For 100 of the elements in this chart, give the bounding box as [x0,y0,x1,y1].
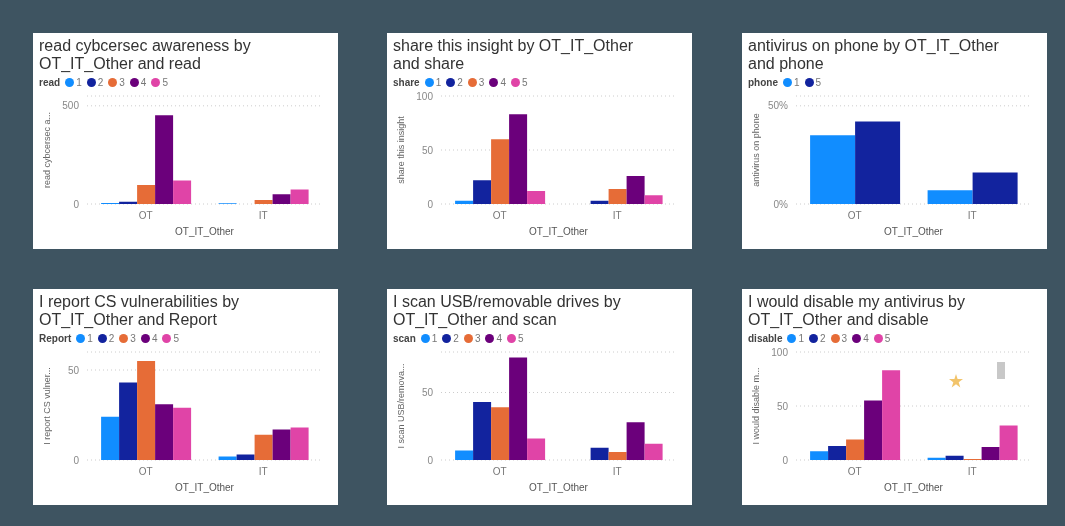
y-tick-label: 0 [427,454,434,466]
bar [810,451,829,460]
legend-label: 3 [474,333,481,344]
bar [527,438,546,460]
bar [236,454,255,460]
bar [855,121,901,204]
bar [290,427,309,460]
bar [608,188,627,204]
bar [509,357,528,460]
bar [972,172,1018,204]
bar [626,175,645,204]
x-tick-label: OT [492,466,507,478]
bar [828,445,847,460]
legend-label: 1 [435,77,442,88]
bar [290,189,309,204]
legend-label: 1 [76,77,82,88]
bar [272,429,291,460]
bar [173,407,192,460]
bar [254,434,273,460]
chart-title: I scan USB/removable drives by OT_IT_Other and scan [393,293,622,330]
legend-title: Report [39,333,72,344]
y-tick-label: 0 [782,454,789,466]
y-axis-title: antivirus on phone [751,113,762,187]
bar [927,457,946,460]
legend-label: 3 [478,77,485,88]
legend-label: 2 [97,77,104,88]
legend-label: 1 [798,333,805,344]
legend-label: 5 [518,333,524,344]
legend-label: 2 [453,333,459,344]
legend-label: 5 [815,77,822,88]
legend-label: 4 [151,333,158,344]
legend-title: read [39,77,61,88]
bar [491,139,510,204]
chart-title: I would disable my antivirus by OT_IT_Other and disable [748,293,966,330]
y-axis-title: read cybcersec a... [42,111,53,189]
y-tick-label: 50% [767,100,789,112]
legend-label: 4 [863,333,869,344]
bar [945,455,964,460]
bar [527,191,546,204]
legend-label: 2 [820,333,826,344]
chart-title: share this insight by OT_IT_Other and share [393,37,635,74]
x-tick-label: OT [492,210,507,222]
y-tick-label: 50 [67,364,80,376]
bar [119,382,138,460]
bar [810,135,856,204]
y-tick-label: 0 [427,198,434,210]
y-tick-label: 100 [771,346,789,358]
y-tick-label: 500 [62,100,80,112]
y-axis-title: share this insight [396,115,407,184]
y-tick-label: 50 [421,387,434,399]
legend-label: 3 [119,77,125,88]
bar [590,200,609,204]
x-tick-label: IT [258,210,268,222]
bar [473,401,492,460]
legend-label: 1 [794,77,800,88]
x-tick-label: IT [258,466,268,478]
bar [272,194,291,204]
bar [455,200,474,204]
bar [455,450,474,460]
chart-title: antivirus on phone by OT_IT_Other and phone [748,37,1000,74]
legend-label: 2 [457,77,463,88]
y-axis-title: I report CS vulner... [42,367,53,445]
x-axis-title: OT_IT_Other [175,482,235,493]
bar [882,370,901,460]
bar [218,456,237,460]
x-tick-label: IT [612,466,622,478]
bar [137,361,156,460]
y-tick-label: 50 [421,144,434,156]
x-tick-label: OT [847,210,862,222]
x-axis-title: OT_IT_Other [529,482,589,493]
y-tick-label: 50 [776,400,789,412]
x-tick-label: IT [967,210,977,222]
x-axis-title: OT_IT_Other [175,226,235,237]
bar [137,184,156,204]
bar [644,195,663,204]
y-tick-label: 0% [773,198,789,210]
legend-label: 5 [884,333,891,344]
legend-label: 2 [108,333,115,344]
y-tick-label: 0 [73,454,80,466]
bar [101,416,120,460]
legend-label: 3 [130,333,136,344]
legend-title: share [393,77,420,88]
bar [608,451,627,460]
bar [155,115,174,204]
y-tick-label: 100 [416,90,434,102]
legend-label: 4 [140,77,147,88]
x-tick-label: OT [138,466,153,478]
bar [999,425,1018,460]
legend-label: 5 [521,77,528,88]
bar [644,443,663,460]
x-axis-title: OT_IT_Other [884,226,944,237]
bar [155,404,174,460]
bar [864,400,883,460]
legend-title: scan [393,333,416,344]
bar [254,199,273,204]
bar [473,180,492,204]
x-tick-label: IT [967,466,977,478]
bar [509,114,528,204]
legend-label: 3 [841,333,848,344]
bar [491,407,510,460]
